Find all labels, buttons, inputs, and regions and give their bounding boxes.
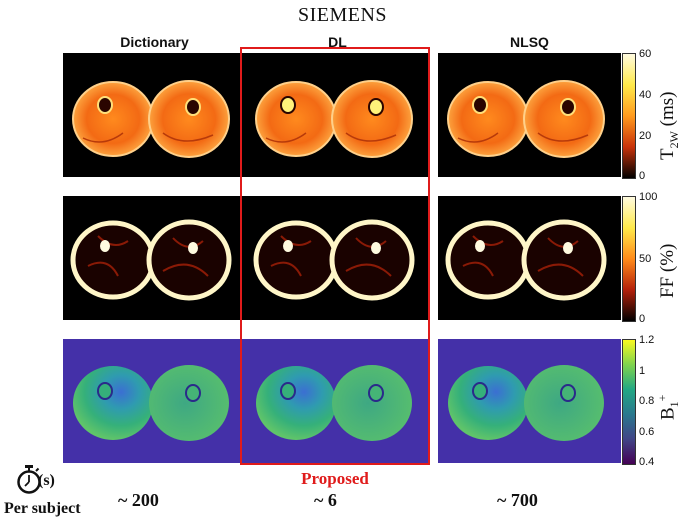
colorbar-b1-tick: 1.2 xyxy=(639,334,655,346)
colorbar-b1-tick: 1 xyxy=(639,365,646,377)
time-nlsq: ~ 700 xyxy=(497,490,538,510)
colorbar-ff xyxy=(622,196,636,322)
panel-b1-dictionary xyxy=(63,339,246,463)
stopwatch-icon xyxy=(16,464,42,494)
proposed-highlight-box xyxy=(240,47,430,465)
time-unit: (s) xyxy=(38,472,55,489)
panel-ff-dictionary xyxy=(63,196,246,320)
colorbar-b1 xyxy=(622,339,636,465)
time-dictionary: ~ 200 xyxy=(118,490,159,510)
panel-t2w-dl xyxy=(246,53,429,177)
colorbar-t2w xyxy=(622,53,636,179)
colorbar-ff-label: FF (%) xyxy=(657,243,678,298)
colorbar-b1-tick: 0.8 xyxy=(639,395,655,407)
colorbar-t2w-tick: 0 xyxy=(639,170,646,182)
colorbar-b1-tick: 0.4 xyxy=(639,456,655,468)
panel-ff-dl xyxy=(246,196,429,320)
panel-b1-dl xyxy=(246,339,429,463)
panel-b1-nlsq xyxy=(438,339,621,463)
colorbar-t2w-tick: 20 xyxy=(639,130,652,142)
colorbar-ff-tick: 100 xyxy=(639,191,658,203)
colorbar-t2w-label: T2W (ms) xyxy=(657,91,681,160)
per-subject-label: Per subject xyxy=(4,500,81,517)
colorbar-ff-tick: 0 xyxy=(639,313,646,325)
colorbar-b1-label: B1+ xyxy=(655,394,682,420)
column-header-dl: DL xyxy=(328,34,347,50)
colorbar-t2w-tick: 60 xyxy=(639,48,652,60)
colorbar-b1-tick: 0.6 xyxy=(639,426,655,438)
column-header-nlsq: NLSQ xyxy=(510,34,549,50)
figure-title: SIEMENS xyxy=(297,4,388,26)
time-dl: ~ 6 xyxy=(314,490,337,510)
proposed-label: Proposed xyxy=(301,469,369,488)
colorbar-ff-tick: 50 xyxy=(639,253,652,265)
panel-t2w-dictionary xyxy=(63,53,246,177)
panel-ff-nlsq xyxy=(438,196,621,320)
colorbar-t2w-tick: 40 xyxy=(639,89,652,101)
panel-t2w-nlsq xyxy=(438,53,621,177)
column-header-dictionary: Dictionary xyxy=(120,34,189,50)
